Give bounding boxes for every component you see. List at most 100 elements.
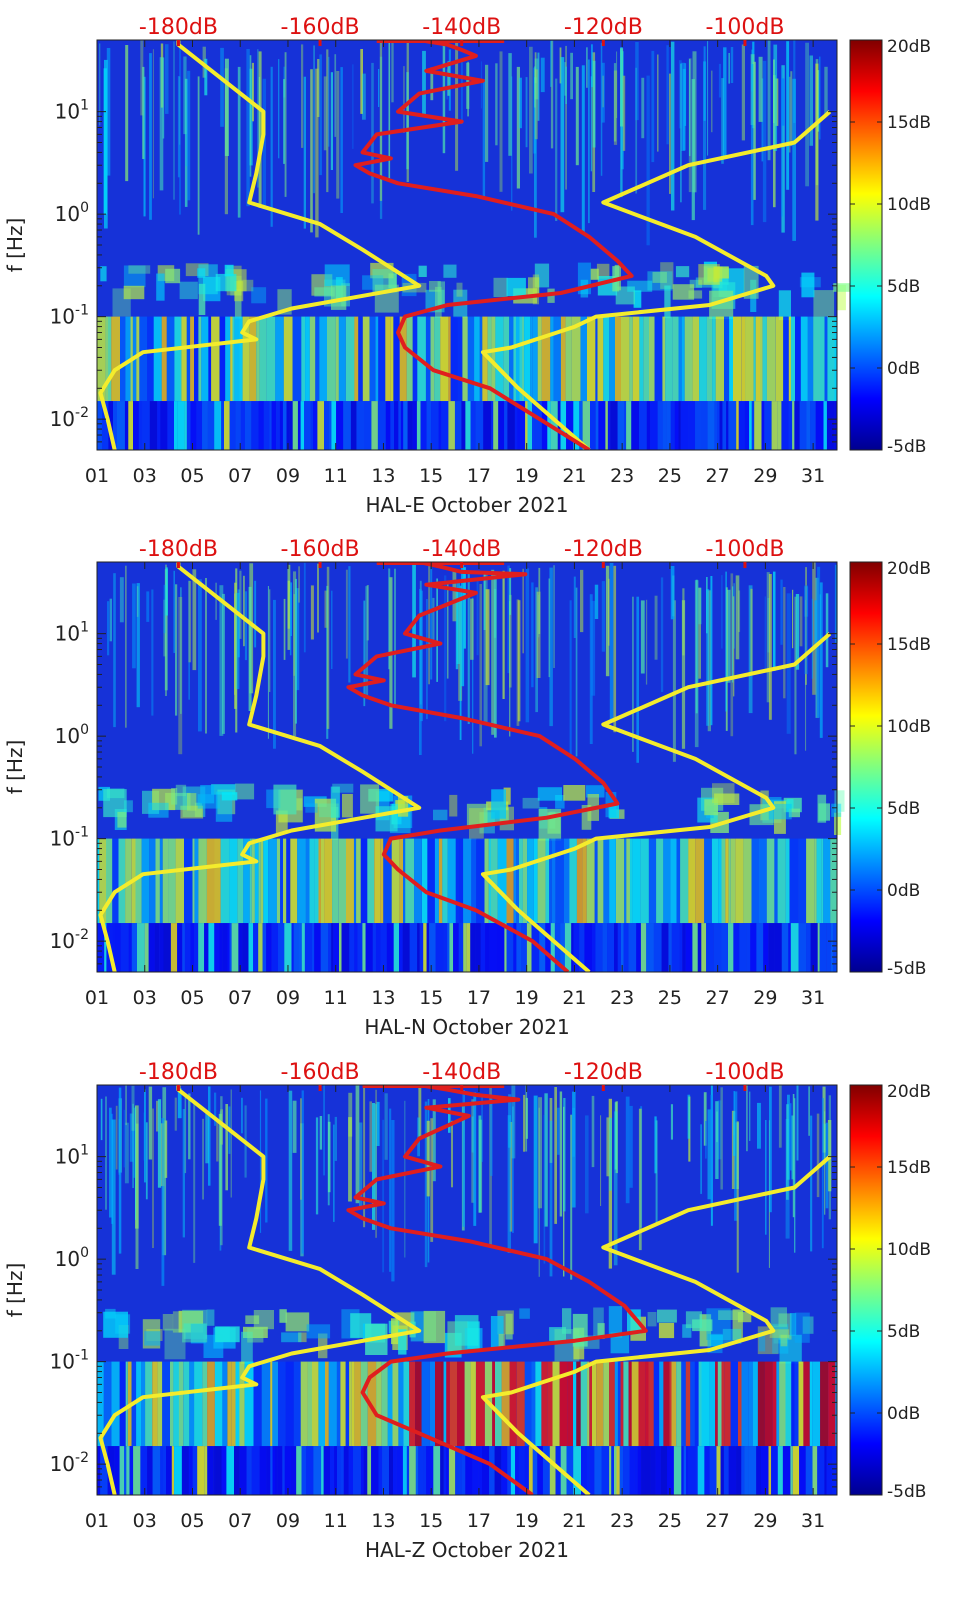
spectrogram-column <box>321 838 325 924</box>
spectrogram-column <box>448 401 455 450</box>
spectrogram-column <box>621 923 624 972</box>
spectrogram-patch <box>398 1329 407 1355</box>
spectrogram-streak <box>270 66 273 227</box>
spectrogram-column <box>472 1446 479 1495</box>
spectrogram-column <box>565 316 572 402</box>
spectrogram-streak <box>461 61 463 124</box>
spectrogram-column <box>545 838 550 924</box>
spectrogram-streak <box>691 79 695 221</box>
spectrogram-column <box>248 923 254 972</box>
spectrogram-column <box>435 1361 441 1447</box>
spectrogram-column <box>788 923 791 972</box>
station-psd-curve <box>346 1085 648 1495</box>
spectrogram-streak <box>814 600 818 646</box>
spectrogram-column <box>514 401 518 450</box>
spectrogram-column <box>426 1446 434 1495</box>
spectrogram-patch <box>330 786 340 818</box>
spectrogram-column <box>418 1446 424 1495</box>
spectrogram-streak <box>640 600 645 674</box>
spectrogram-column <box>276 401 280 450</box>
spectrogram-streak <box>249 55 252 177</box>
spectrogram-column <box>586 838 595 924</box>
spectrogram-column <box>293 923 299 972</box>
spectrogram-streak <box>336 71 340 199</box>
spectrogram-streak <box>237 66 241 218</box>
spectrogram-column <box>142 401 150 450</box>
spectrogram-column <box>421 1361 430 1447</box>
spectrogram-column <box>323 1446 330 1495</box>
spectrogram-column <box>201 316 209 402</box>
spectrogram-column <box>402 923 410 972</box>
x-tick-label: 01 <box>85 987 109 1009</box>
spectrogram-column <box>125 838 132 924</box>
spectrogram-column <box>824 316 828 402</box>
spectrogram-streak <box>404 1100 406 1258</box>
spectrogram-column <box>157 401 161 450</box>
spectrogram-column <box>728 923 734 972</box>
spectrogram-column <box>229 401 236 450</box>
spectrogram-column <box>834 316 837 402</box>
spectrogram-streak <box>819 56 821 140</box>
spectrogram-column <box>463 838 472 924</box>
spectrogram-column <box>443 923 448 972</box>
spectrogram-column <box>416 401 421 450</box>
spectrogram-streak <box>107 601 110 656</box>
spectrogram-streak <box>768 574 772 720</box>
spectrogram-column <box>291 1446 297 1495</box>
spectrogram-patch <box>563 785 586 801</box>
spectrogram-column <box>820 316 825 402</box>
spectrogram-column <box>412 401 417 450</box>
spectrogram-streak <box>473 1092 477 1226</box>
spectrogram-column <box>292 401 298 450</box>
spectrogram-streak <box>388 41 391 179</box>
spectrogram-column <box>721 838 726 924</box>
spectrogram-streak <box>622 75 626 151</box>
spectrogram-streak <box>224 58 229 157</box>
spectrogram-column <box>301 1446 306 1495</box>
spectrogram-column <box>491 316 496 402</box>
spectrogram-streak <box>646 75 650 246</box>
spectrogram-column <box>744 401 750 450</box>
spectrogram-column <box>354 1361 361 1447</box>
spectrogram-column <box>362 923 366 972</box>
spectrogram-column <box>603 838 610 924</box>
spectrogram-column <box>409 1446 416 1495</box>
spectrogram-column <box>661 923 669 972</box>
spectrogram-column <box>806 838 815 924</box>
spectrogram-column <box>227 923 230 972</box>
spectrogram-streak <box>352 64 354 149</box>
spectrogram-streak <box>205 578 207 734</box>
spectrogram-column <box>285 1361 294 1447</box>
spectrogram-column <box>433 1446 441 1495</box>
spectrogram-streak <box>591 600 596 696</box>
spectrogram-streak <box>133 1107 136 1178</box>
spectrogram-column <box>738 401 745 450</box>
spectrogram-streak <box>753 61 756 200</box>
spectrogram-column <box>614 1446 617 1495</box>
spectrogram-column <box>791 1361 795 1447</box>
spectrogram-column <box>298 923 302 972</box>
spectrogram-patch <box>179 281 198 300</box>
spectrogram-column <box>349 923 355 972</box>
y-tick-label: 101 <box>55 1143 89 1169</box>
spectrogram-column <box>760 316 763 402</box>
spectrogram-column <box>524 1361 532 1447</box>
spectrogram-column <box>318 838 321 924</box>
top-axis-db-label: -120dB <box>564 15 643 40</box>
spectrogram-column <box>743 838 752 924</box>
spectrogram-streak <box>687 1094 691 1139</box>
spectrogram-streak <box>188 1093 191 1160</box>
spectrogram-patch <box>305 803 318 813</box>
spectrogram-column <box>214 1361 223 1447</box>
x-tick-label: 03 <box>133 1510 157 1532</box>
spectrogram-column <box>775 316 784 402</box>
spectrogram-streak <box>543 1114 546 1264</box>
y-tick-label: 10-2 <box>50 927 89 953</box>
spectrogram-column <box>555 838 564 924</box>
spectrogram-column <box>192 838 195 924</box>
spectrogram-streak <box>115 1105 118 1170</box>
spectrogram-streak <box>143 1112 146 1161</box>
spectrogram-streak <box>589 594 593 744</box>
spectrogram-column <box>392 1361 399 1447</box>
